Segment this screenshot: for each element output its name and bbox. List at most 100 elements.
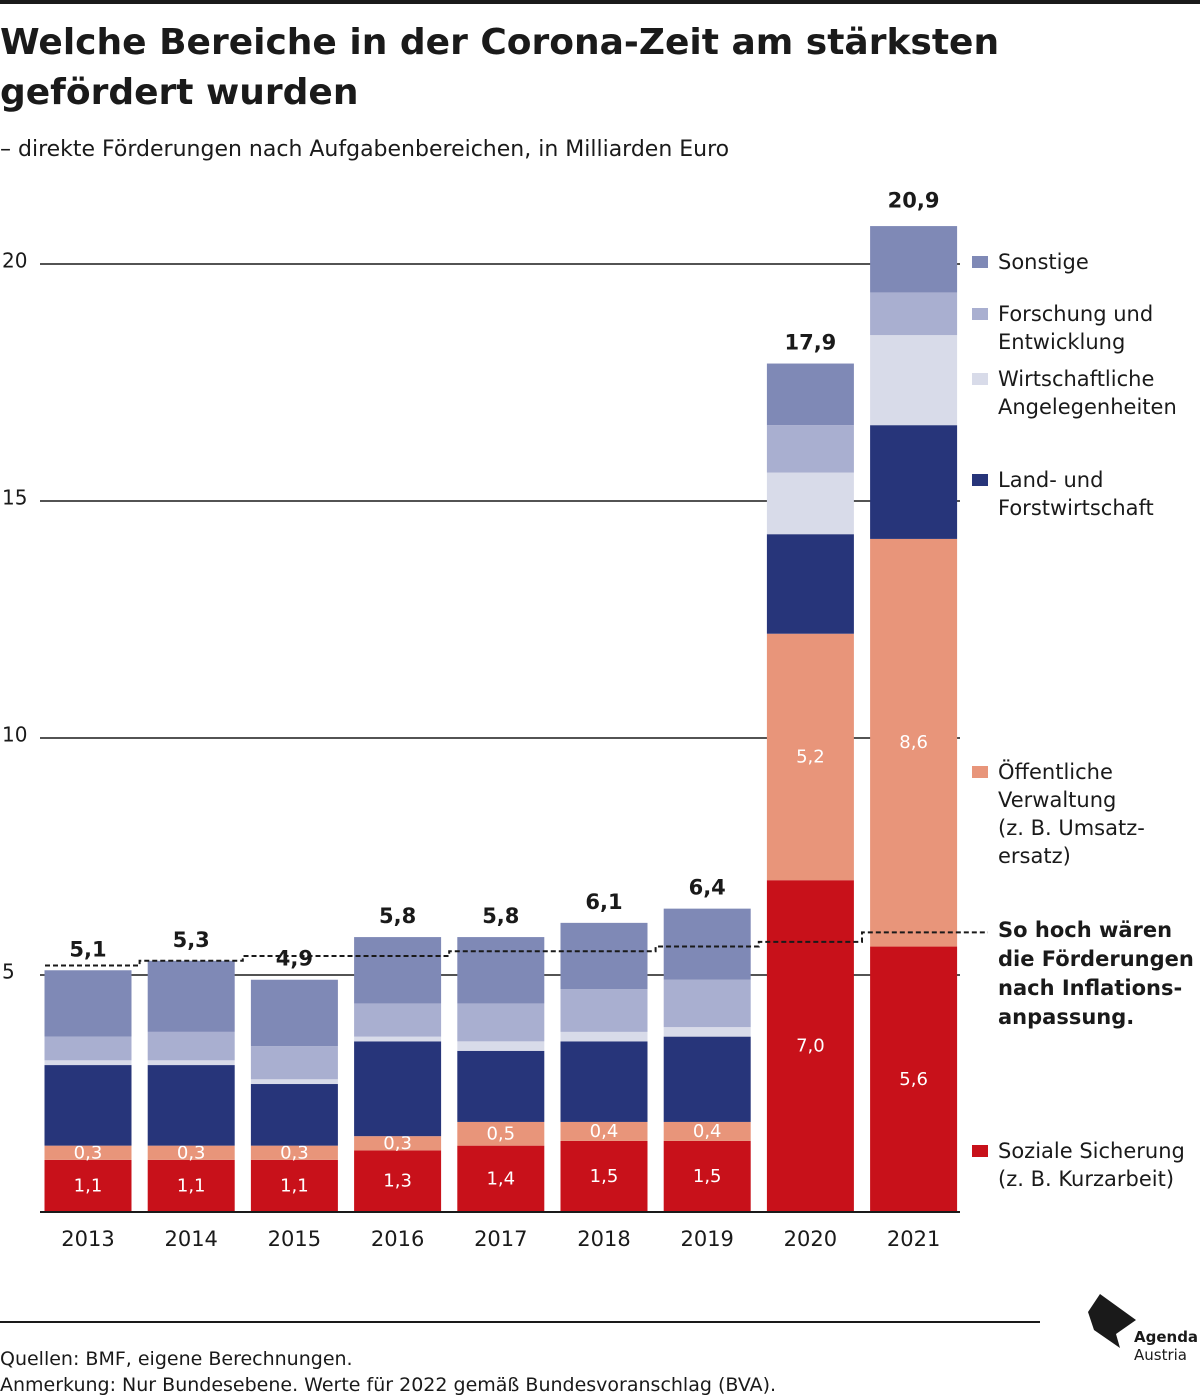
logo-mark-icon <box>1088 1294 1136 1348</box>
bar-oeffentliche-2019 <box>663 1121 751 1141</box>
data-label-oeffentliche-2013: 0,3 <box>74 1142 103 1163</box>
total-label-2021: 20,9 <box>888 188 940 212</box>
bar-sonstige-2015 <box>250 979 338 1047</box>
total-label-2013: 5,1 <box>69 937 106 961</box>
bar-forschung-2013 <box>44 1036 132 1061</box>
agenda-austria-logo: Agenda Austria <box>1086 1290 1199 1370</box>
x-tick-label-2016: 2016 <box>371 1227 424 1251</box>
x-tick-label-2020: 2020 <box>784 1227 837 1251</box>
legend-label-land-0: Land- und <box>998 468 1103 492</box>
inflation-annotation-3: anpassung. <box>998 1005 1134 1029</box>
logo-word-agenda: Agenda <box>1134 1328 1199 1346</box>
data-label-soziale-2021: 5,6 <box>899 1069 928 1090</box>
legend-swatch-forschung <box>972 308 988 320</box>
x-tick-label-2018: 2018 <box>577 1227 630 1251</box>
bar-forschung-2014 <box>147 1031 235 1061</box>
bar-land-2015 <box>250 1084 338 1146</box>
legend-label-wirtschaft-0: Wirtschaftliche <box>998 367 1154 391</box>
bar-land-2016 <box>354 1041 442 1137</box>
total-label-2020: 17,9 <box>784 331 836 355</box>
total-label-2018: 6,1 <box>585 890 622 914</box>
data-label-oeffentliche-2014: 0,3 <box>177 1142 206 1163</box>
legend-swatch-oeffentliche <box>972 766 988 778</box>
stacked-bar-chart: 5 10 15 20 1,1 0,3 5,1 2013 1,1 0,3 5,3 2014 1,1 0,3 4… <box>2 188 1194 1251</box>
bar-oeffentliche-2020 <box>766 633 854 881</box>
bar-wirtschaft-2020 <box>766 472 854 535</box>
data-label-soziale-2018: 1,5 <box>590 1166 619 1187</box>
bar-sonstige-2021 <box>870 226 958 293</box>
legend-swatch-sonstige <box>972 256 988 268</box>
total-label-2016: 5,8 <box>379 904 416 928</box>
legend-label-forschung-0: Forschung und <box>998 302 1153 326</box>
data-label-oeffentliche-2021: 8,6 <box>899 732 928 753</box>
data-label-soziale-2015: 1,1 <box>280 1175 309 1196</box>
bar-oeffentliche-2017 <box>457 1121 545 1146</box>
bar-forschung-2017 <box>457 1003 545 1042</box>
bar-soziale-2013 <box>44 1159 132 1212</box>
bar-soziale-2017 <box>457 1145 545 1212</box>
data-label-oeffentliche-2019: 0,4 <box>693 1121 722 1142</box>
x-tick-label-2013: 2013 <box>61 1227 114 1251</box>
bar-forschung-2016 <box>354 1003 442 1037</box>
bar-forschung-2020 <box>766 425 854 473</box>
bar-wirtschaft-2019 <box>663 1027 751 1037</box>
x-tick-label-2017: 2017 <box>474 1227 527 1251</box>
footer-rule <box>0 1321 1040 1323</box>
legend-label-oeffentliche-1: Verwaltung <box>998 788 1116 812</box>
bar-soziale-2019 <box>663 1140 751 1212</box>
inflation-annotation-2: nach Inflations- <box>998 976 1182 1000</box>
legend-label-soziale-1: (z. B. Kurzarbeit) <box>998 1167 1174 1191</box>
bar-land-2018 <box>560 1041 648 1122</box>
y-tick-label-10: 10 <box>2 723 27 747</box>
data-label-soziale-2020: 7,0 <box>796 1036 825 1057</box>
data-label-oeffentliche-2018: 0,4 <box>590 1121 619 1142</box>
bar-soziale-2018 <box>560 1140 648 1212</box>
data-label-oeffentliche-2020: 5,2 <box>796 746 825 767</box>
bar-soziale-2014 <box>147 1159 235 1212</box>
legend-label-land-1: Forstwirtschaft <box>998 496 1154 520</box>
source-note: Quellen: BMF, eigene Berechnungen. <box>0 1348 353 1370</box>
bar-soziale-2021 <box>870 946 958 1212</box>
logo-word-austria: Austria <box>1134 1346 1187 1364</box>
bar-land-2021 <box>870 425 958 539</box>
bar-forschung-2019 <box>663 979 751 1028</box>
data-label-soziale-2013: 1,1 <box>74 1175 103 1196</box>
bar-wirtschaft-2017 <box>457 1041 545 1051</box>
data-label-soziale-2019: 1,5 <box>693 1166 722 1187</box>
bar-sonstige-2020 <box>766 363 854 426</box>
annotation-note: Anmerkung: Nur Bundesebene. Werte für 20… <box>0 1374 777 1396</box>
bar-oeffentliche-2014 <box>147 1145 235 1160</box>
bar-wirtschaft-2014 <box>147 1060 235 1066</box>
bar-sonstige-2017 <box>457 937 545 1004</box>
total-label-2017: 5,8 <box>482 904 519 928</box>
bar-sonstige-2016 <box>354 937 442 1004</box>
bar-soziale-2015 <box>250 1159 338 1212</box>
y-tick-label-15: 15 <box>2 486 27 510</box>
legend-label-oeffentliche-2: (z. B. Umsatz- <box>998 816 1145 840</box>
total-label-2019: 6,4 <box>689 876 726 900</box>
legend-swatch-land <box>972 474 988 486</box>
y-tick-label-20: 20 <box>2 249 27 273</box>
bar-wirtschaft-2013 <box>44 1060 132 1066</box>
bar-land-2014 <box>147 1065 235 1146</box>
chart-subtitle: – direkte Förderungen nach Aufgabenberei… <box>0 137 730 162</box>
legend-label-soziale-0: Soziale Sicherung <box>998 1139 1185 1163</box>
legend-label-oeffentliche-3: ersatz) <box>998 844 1071 868</box>
bar-oeffentliche-2018 <box>560 1121 648 1141</box>
legend-swatch-wirtschaft <box>972 373 988 385</box>
bar-wirtschaft-2021 <box>870 335 958 426</box>
bar-wirtschaft-2015 <box>250 1079 338 1085</box>
inflation-annotation-0: So hoch wären <box>998 918 1172 942</box>
bar-oeffentliche-2015 <box>250 1145 338 1160</box>
x-tick-label-2014: 2014 <box>164 1227 217 1251</box>
legend-label-sonstige-0: Sonstige <box>998 250 1089 274</box>
bar-wirtschaft-2016 <box>354 1036 442 1042</box>
legend-label-wirtschaft-1: Angelegenheiten <box>998 395 1177 419</box>
bar-forschung-2015 <box>250 1046 338 1080</box>
data-label-oeffentliche-2017: 0,5 <box>486 1123 515 1144</box>
total-label-2015: 4,9 <box>276 947 313 971</box>
inflation-annotation-1: die Förderungen <box>998 947 1194 971</box>
bar-soziale-2016 <box>354 1150 442 1212</box>
legend-swatch-soziale <box>972 1145 988 1157</box>
bar-oeffentliche-2013 <box>44 1145 132 1160</box>
